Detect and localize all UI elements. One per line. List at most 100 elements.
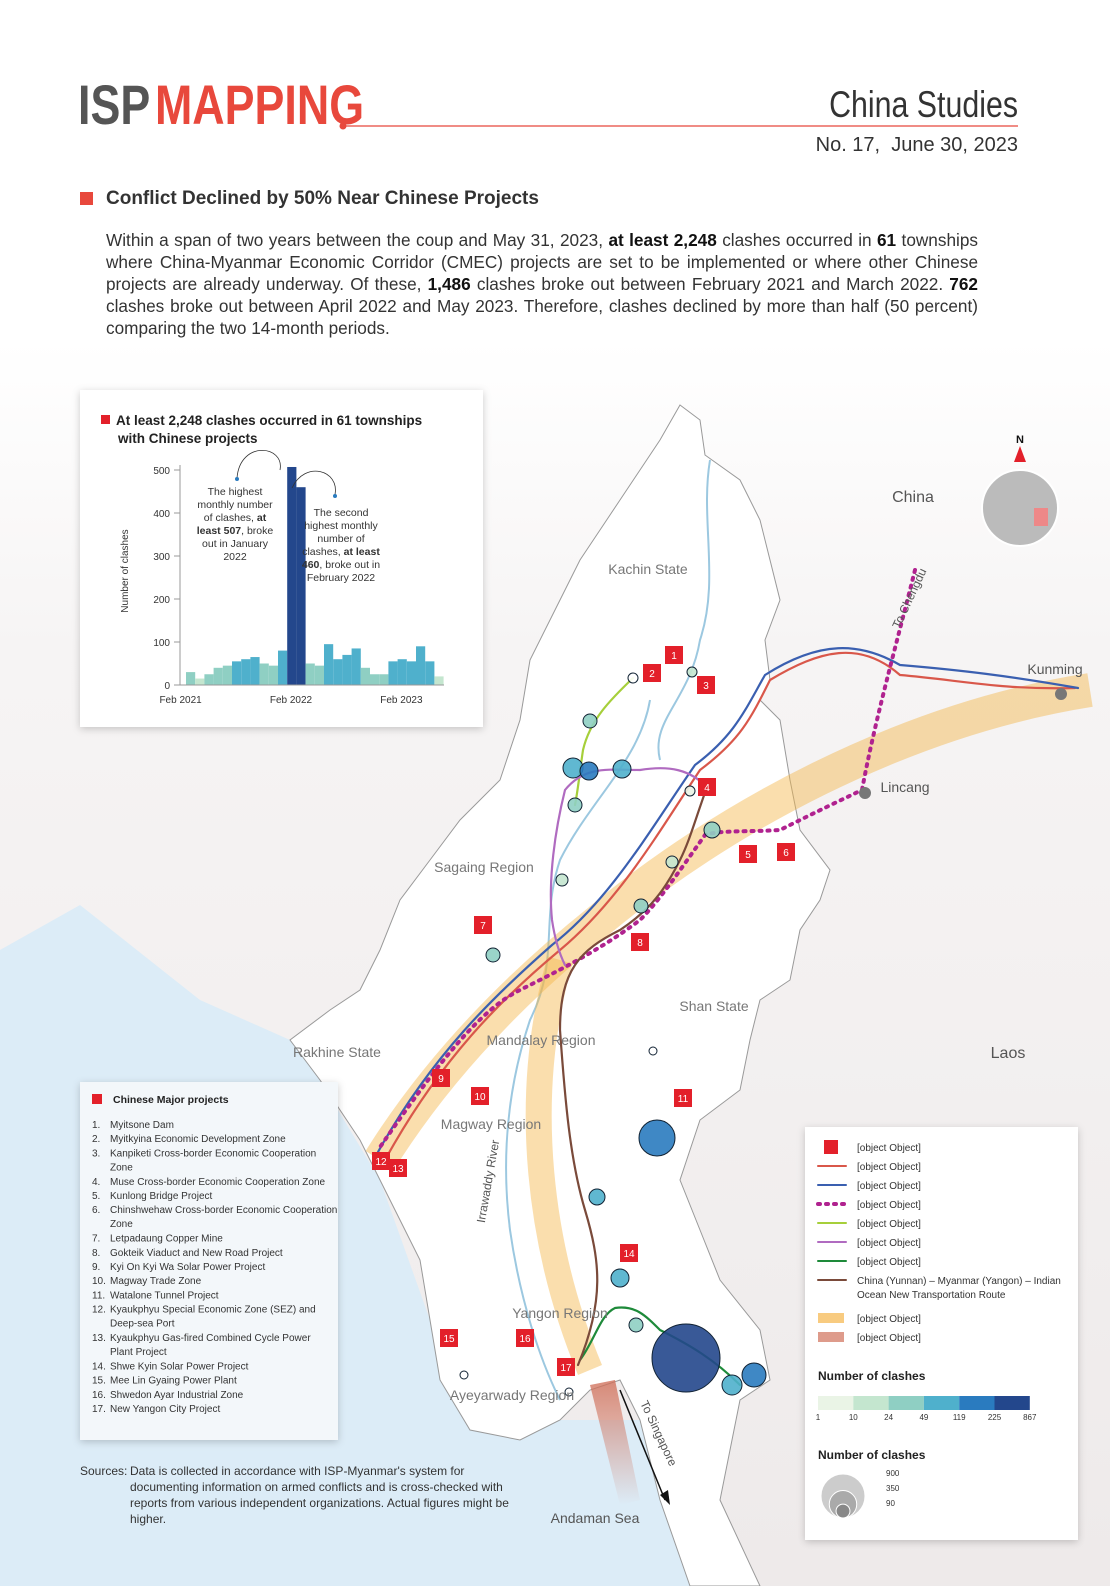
project-number: 2. — [92, 1134, 100, 1145]
scale-label: 49 — [919, 1413, 928, 1422]
project-name: Gokteik Viaduct and New Road Project — [110, 1248, 283, 1259]
bar — [397, 659, 407, 685]
chart-title: At least 2,248 clashes occurred in 61 to… — [116, 413, 422, 446]
project-number: 9. — [92, 1262, 100, 1273]
y-axis-label: Number of clashes — [120, 529, 131, 612]
leader — [236, 450, 281, 479]
text: Within a span of two years between the c… — [106, 230, 609, 250]
legend-swatch — [824, 1140, 838, 1154]
project-name: Chinshwehaw Cross-border Economic Cooper… — [110, 1205, 337, 1230]
region-label: Magway Region — [441, 1116, 541, 1132]
marker-label: 7 — [480, 921, 486, 932]
marker-label: 1 — [671, 651, 677, 662]
project-number: 16. — [92, 1390, 106, 1401]
project-marker — [389, 1159, 407, 1177]
project-number: 5. — [92, 1191, 100, 1202]
project-name: Kanpiketi Cross-border Economic Cooperat… — [110, 1148, 316, 1173]
legend-label: [object Object] — [857, 1200, 921, 1211]
emphasis: 1,486 — [427, 274, 471, 294]
project-marker — [516, 1329, 534, 1347]
project-number: 7. — [92, 1234, 100, 1245]
size-label: 350 — [886, 1484, 900, 1493]
size-circle — [835, 1503, 851, 1519]
scale-swatch — [818, 1396, 854, 1410]
emphasis: 762 — [949, 274, 978, 294]
legend-label: China (Yunnan) – Myanmar (Yangon) – Indi… — [857, 1276, 1061, 1301]
bar — [342, 654, 352, 685]
marker-label: 10 — [474, 1092, 486, 1103]
place-label: China — [892, 489, 934, 506]
project-name: Shwedon Ayar Industrial Zone — [110, 1390, 244, 1401]
project-marker — [471, 1087, 489, 1105]
scale-swatch — [923, 1396, 960, 1410]
legend-label: [object Object] — [857, 1314, 921, 1325]
marker-label: 3 — [703, 681, 709, 692]
region-label: Shan State — [679, 998, 748, 1014]
legend-label: [object Object] — [857, 1143, 921, 1154]
bar — [379, 674, 389, 685]
route — [573, 676, 635, 807]
x-tick-label: Feb 2021 — [159, 695, 202, 706]
project-name: Kyi On Kyi Wa Solar Power Project — [110, 1262, 265, 1273]
project-name: Kyaukphyu Gas-fired Combined Cycle Power… — [110, 1333, 311, 1358]
emphasis: at least 2,248 — [608, 230, 717, 250]
project-marker — [643, 664, 661, 682]
scale-label: 119 — [953, 1413, 966, 1422]
y-tick-label: 500 — [153, 466, 170, 477]
bar — [268, 665, 278, 685]
bullet — [80, 192, 93, 205]
bar — [370, 674, 380, 685]
annotation: The second highest monthly number of cla… — [298, 507, 384, 585]
project-marker — [739, 845, 757, 863]
place-label: Andaman Sea — [551, 1510, 640, 1526]
scale-swatch — [888, 1396, 924, 1410]
bar — [278, 650, 288, 685]
legend-label: [object Object] — [857, 1333, 921, 1344]
bar — [305, 663, 315, 685]
projects-panel — [80, 1082, 338, 1440]
marker-label: 13 — [392, 1164, 404, 1175]
intro: Within a span of two years between the c… — [106, 229, 978, 339]
bar — [186, 672, 196, 685]
project-name: Muse Cross-border Economic Cooperation Z… — [110, 1177, 326, 1188]
legend-label: [object Object] — [857, 1162, 921, 1173]
project-name: Mee Lin Gyaing Power Plant — [110, 1376, 237, 1387]
emphasis: at least 507 — [196, 512, 267, 537]
project-name: Kyaukphyu Special Economic Zone (SEZ) an… — [110, 1305, 316, 1330]
project-name: Letpadaung Copper Mine — [110, 1234, 223, 1245]
sources-text: Data is collected in accordance with ISP… — [130, 1464, 509, 1526]
legend-panel — [805, 1127, 1078, 1540]
route — [549, 767, 709, 967]
y-tick-label: 0 — [164, 681, 170, 692]
project-number: 13. — [92, 1333, 106, 1344]
bar — [406, 661, 416, 685]
bar — [259, 663, 269, 685]
sources: Sources: Data is collected in accordance … — [80, 1463, 520, 1527]
clash-circles — [459, 666, 767, 1397]
text: clashes broke out between April 2022 and… — [106, 296, 978, 338]
marker-label: 6 — [783, 848, 789, 859]
bullet — [92, 1094, 102, 1104]
bullet — [101, 415, 110, 424]
scale-label: 10 — [849, 1413, 858, 1422]
leader-dot — [333, 494, 337, 498]
bar — [250, 657, 260, 685]
marker-label: 12 — [375, 1157, 387, 1168]
project-marker — [372, 1152, 390, 1170]
route — [376, 647, 1080, 1154]
y-tick-label: 200 — [153, 595, 170, 606]
brand-mapping: MAPPING — [155, 73, 364, 136]
project-marker — [432, 1069, 450, 1087]
project-marker — [665, 646, 683, 664]
bar — [434, 676, 444, 685]
project-name: Watalone Tunnel Project — [110, 1290, 219, 1301]
project-name: Myitkyina Economic Development Zone — [110, 1134, 286, 1145]
project-number: 15. — [92, 1376, 106, 1387]
issue: No. 17, June 30, 2023 — [816, 134, 1018, 156]
project-number: 12. — [92, 1305, 106, 1316]
legend-label: [object Object] — [857, 1238, 921, 1249]
y-tick-label: 100 — [153, 638, 170, 649]
marker-label: 17 — [560, 1363, 572, 1374]
x-tick-label: Feb 2022 — [270, 695, 313, 706]
bar — [333, 659, 343, 685]
